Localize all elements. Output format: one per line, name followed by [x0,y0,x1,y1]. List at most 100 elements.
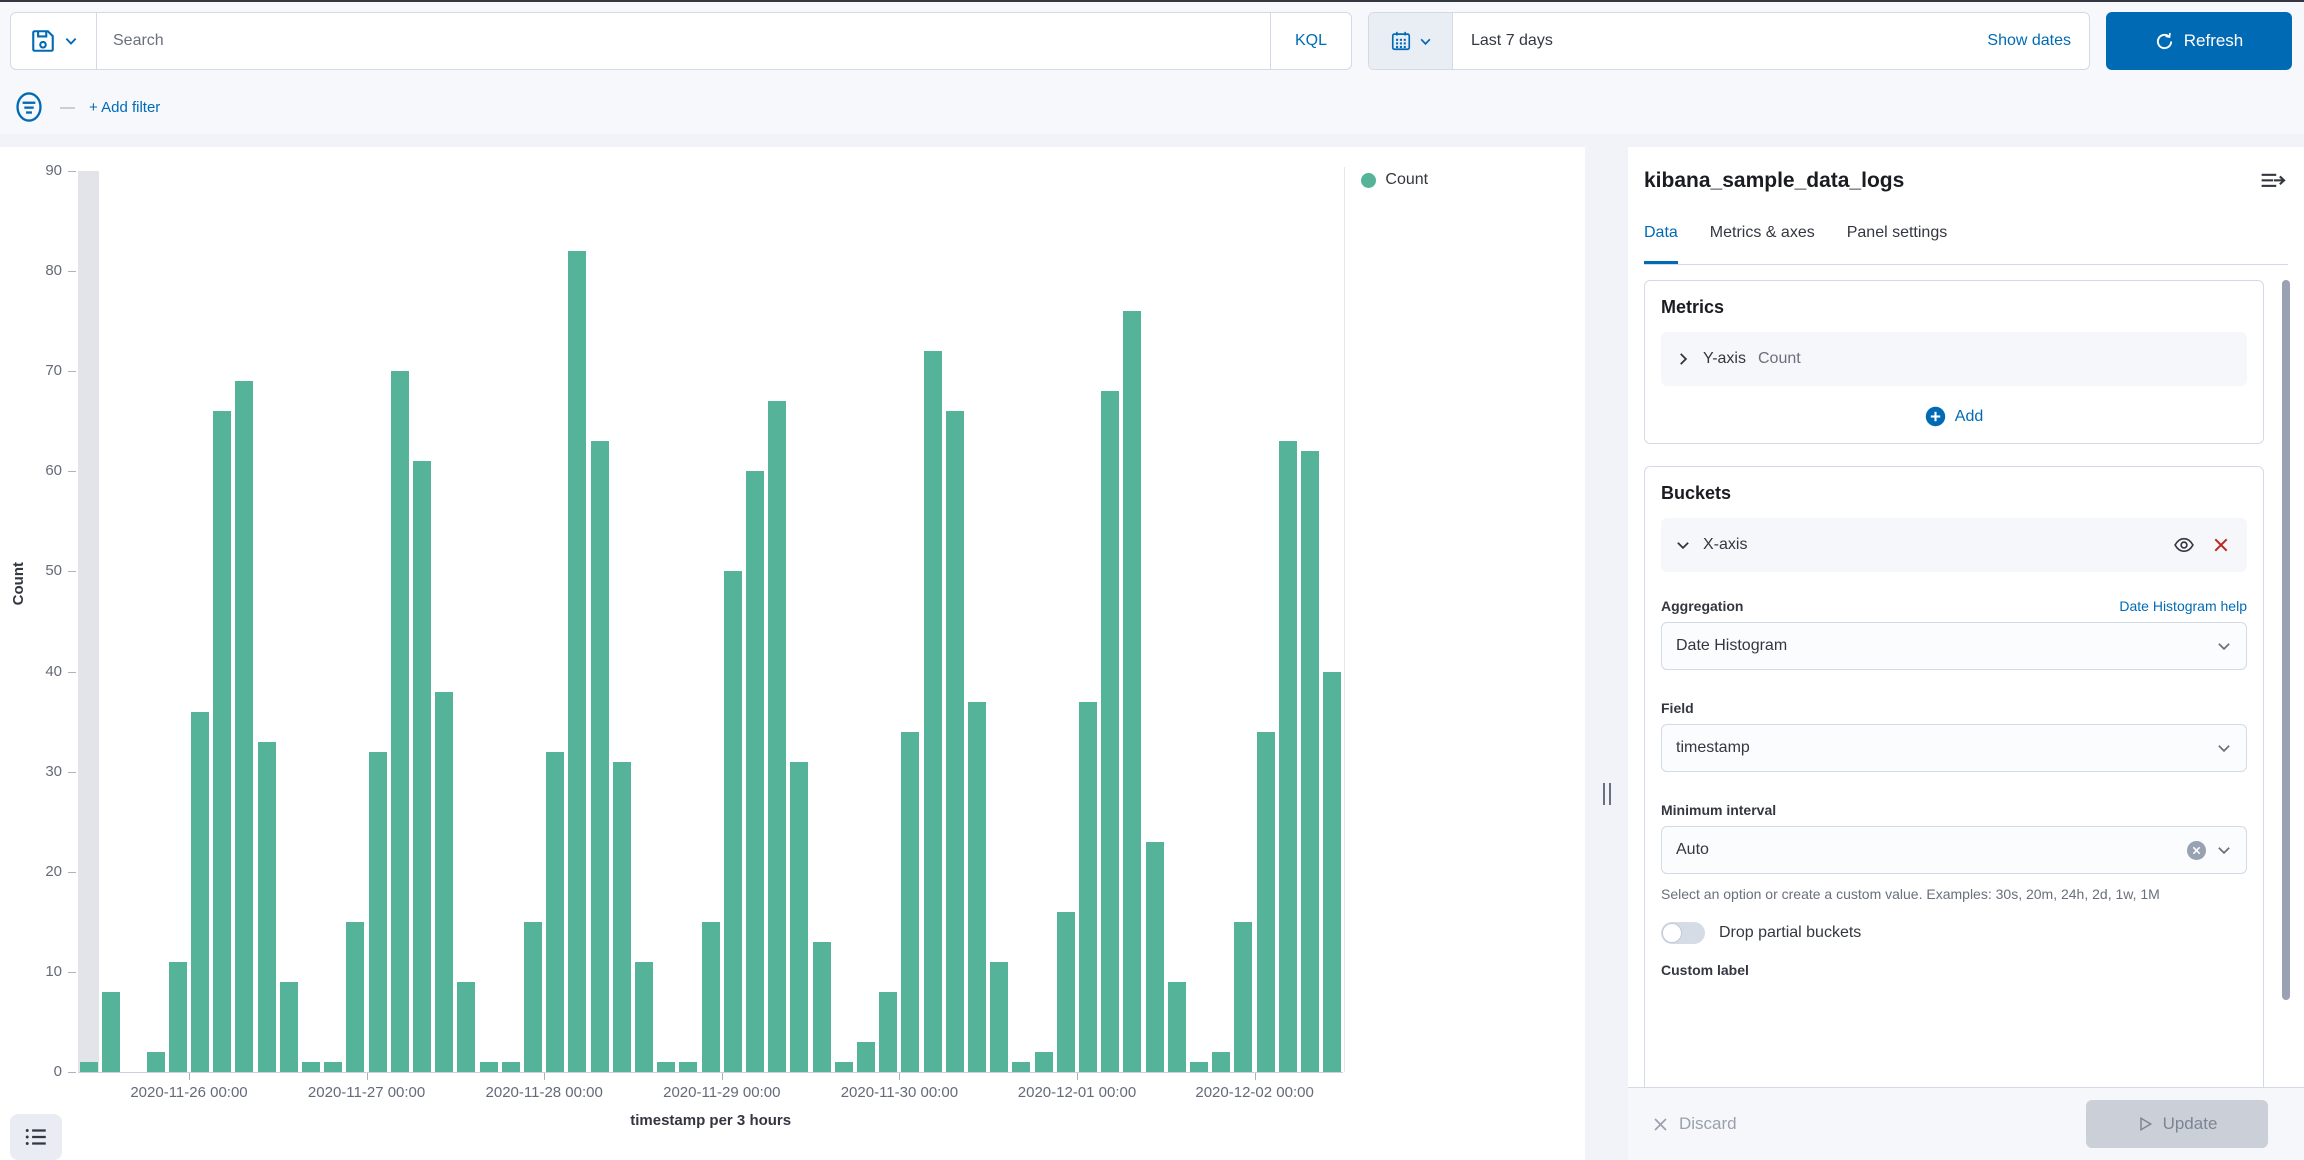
bar[interactable] [945,411,964,1072]
aggregation-label: Aggregation [1661,598,1744,614]
toggle-bucket-visibility-button[interactable] [2171,532,2197,558]
bar[interactable] [746,471,764,1072]
show-dates-button[interactable]: Show dates [1987,32,2071,49]
chevron-down-icon [64,34,78,48]
bar[interactable] [568,251,587,1072]
bar[interactable] [1167,981,1186,1072]
refresh-button[interactable]: Refresh [2106,12,2292,70]
tab-panel-settings[interactable]: Panel settings [1846,224,1948,241]
filter-options-icon[interactable] [12,90,46,124]
bar[interactable] [657,1061,676,1072]
minimum-interval-combobox[interactable]: Auto [1661,826,2247,874]
bar[interactable] [768,401,787,1072]
bar[interactable] [302,1061,320,1072]
bar[interactable] [1323,671,1342,1072]
bar[interactable] [1145,841,1164,1072]
bar[interactable] [790,761,809,1072]
search-input[interactable] [97,13,1270,69]
bar[interactable] [279,981,298,1072]
bar[interactable] [368,751,387,1072]
chevron-down-icon [1675,537,1691,553]
date-histogram-help-link[interactable]: Date Histogram help [2119,598,2247,614]
bar[interactable] [857,1041,875,1072]
drop-partial-buckets-toggle[interactable] [1661,921,1705,944]
bar[interactable] [435,691,454,1072]
bucket-x-axis-accordion[interactable]: X-axis [1661,518,2247,572]
collapse-sidebar-button[interactable] [2258,166,2288,196]
clear-interval-button[interactable] [2187,840,2206,860]
panel-resizer-handle[interactable] [1585,147,1628,1160]
add-metric-button[interactable]: Add [1925,406,1983,427]
sidebar-scrollbar[interactable] [2282,280,2290,1000]
add-filter-button[interactable]: + Add filter [89,98,161,116]
bar[interactable] [1212,1051,1231,1072]
time-range-value[interactable]: Last 7 days [1471,32,1553,49]
bar[interactable] [1256,731,1275,1072]
tab-data[interactable]: Data [1644,207,1678,264]
legend-series-dot [1361,172,1377,188]
bar[interactable] [524,921,542,1072]
x-axis-tick-mark [366,1073,368,1080]
bar[interactable] [413,461,431,1072]
bar[interactable] [1278,441,1297,1072]
legend-toggle-button[interactable] [10,1114,62,1160]
visualization-editor-sidebar: kibana_sample_data_logs Data Metrics & a… [1628,147,2304,1160]
kql-language-button[interactable]: KQL [1269,13,1351,69]
bar[interactable] [457,981,476,1072]
bar[interactable] [901,731,920,1072]
saved-query-menu-button[interactable] [11,13,97,69]
bar[interactable] [191,711,209,1072]
bar[interactable] [1056,911,1075,1072]
metric-y-axis-accordion[interactable]: Y-axis Count [1661,332,2247,386]
y-axis-tick-mark [68,1072,76,1073]
bar[interactable] [501,1061,520,1072]
editor-scroll-content: Metrics Y-axis Count [1628,266,2304,1087]
bar[interactable] [1079,701,1097,1072]
bar[interactable] [1301,451,1319,1072]
refresh-icon [2155,32,2174,51]
bar[interactable] [968,701,986,1072]
legend-item[interactable]: Count [1361,171,1428,189]
bar[interactable] [612,761,631,1072]
remove-bucket-button[interactable] [2209,533,2233,557]
bar[interactable] [102,991,121,1072]
quick-select-menu-button[interactable] [1369,13,1453,69]
bar[interactable] [812,941,831,1072]
bar[interactable] [346,921,365,1072]
bar[interactable] [1034,1051,1053,1072]
discard-button[interactable]: Discard [1652,1114,1737,1134]
x-axis-tick-mark [544,1073,546,1080]
bar[interactable] [879,991,898,1072]
bar[interactable] [257,741,276,1072]
bar[interactable] [479,1061,498,1072]
bar[interactable] [235,381,254,1072]
bar[interactable] [390,371,409,1072]
bar[interactable] [168,961,187,1072]
bar[interactable] [80,1061,98,1072]
bar[interactable] [834,1061,853,1072]
filter-bar: — + Add filter [12,88,160,126]
top-navigation-bar: KQL Last 7 days S [0,2,2304,134]
partial-bucket-band [78,171,100,1072]
bar[interactable] [1101,391,1120,1072]
bar[interactable] [590,441,609,1072]
update-button[interactable]: Update [2086,1100,2268,1148]
bar[interactable] [213,411,232,1072]
bar[interactable] [723,571,742,1072]
bar[interactable] [1190,1061,1208,1072]
bar[interactable] [546,751,565,1072]
bar[interactable] [990,961,1009,1072]
bar[interactable] [1012,1061,1031,1072]
bar[interactable] [146,1051,165,1072]
bar[interactable] [1123,311,1142,1072]
bar[interactable] [635,961,653,1072]
tab-metrics-axes[interactable]: Metrics & axes [1709,224,1815,241]
bar[interactable] [679,1061,698,1072]
aggregation-select[interactable]: Date Histogram [1661,622,2247,670]
bar[interactable] [324,1061,343,1072]
bar[interactable] [923,351,942,1072]
bar[interactable] [701,921,720,1072]
x-axis-title: timestamp per 3 hours [630,1112,792,1129]
bar[interactable] [1234,921,1253,1072]
field-select[interactable]: timestamp [1661,724,2247,772]
